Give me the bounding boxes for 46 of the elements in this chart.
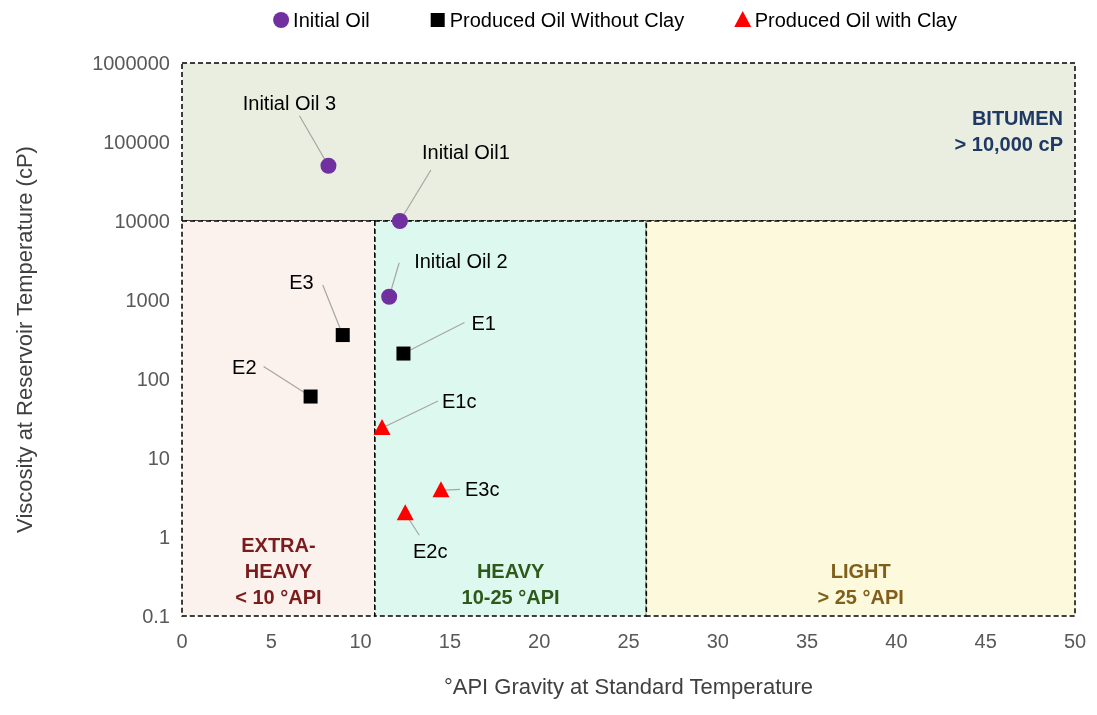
x-tick-label: 15: [438, 630, 462, 652]
point: [373, 418, 391, 435]
band-label: BITUMEN > 10,000 cP: [954, 107, 1063, 155]
point: [391, 213, 408, 229]
x-axis-title: °API Gravity at Standard Temperature: [443, 674, 814, 699]
band-label: HEAVY 10-25 °API: [461, 560, 560, 608]
y-tick-label: 10: [147, 447, 170, 469]
x-tick-label: 40: [885, 630, 908, 652]
point: [320, 157, 337, 174]
point: [303, 389, 318, 404]
point: [335, 328, 350, 343]
band-label: EXTRA- HEAVY < 10 °API: [235, 534, 322, 608]
y-axis-title: Viscosity at Reservoir Temperature (cP): [12, 146, 37, 533]
annotation: E3: [289, 271, 314, 294]
annotation: E2c: [413, 540, 448, 563]
legend-label: Initial Oil: [293, 9, 370, 31]
x-tick-label: 30: [706, 630, 729, 652]
y-tick-label: 0.1: [142, 605, 170, 627]
annotation: Initial Oil 3: [242, 91, 337, 114]
y-tick-label: 1000: [125, 289, 170, 311]
annotation: E2: [232, 355, 257, 378]
y-tick-label: 100: [136, 368, 170, 390]
x-tick-label: 50: [1063, 630, 1087, 652]
annotation: E3c: [464, 478, 500, 501]
annotation: E1: [471, 311, 496, 334]
annotation: Initial Oil1: [421, 141, 510, 163]
point: [381, 288, 398, 305]
x-tick-label: 25: [617, 630, 640, 652]
annotation: Initial Oil 2: [414, 249, 508, 272]
x-tick-label: 0: [176, 630, 188, 652]
legend-label: Produced Oil with Clay: [754, 9, 958, 31]
point: [432, 481, 450, 498]
x-tick-label: 20: [528, 630, 551, 652]
x-tick-label: 5: [265, 630, 277, 652]
y-tick-label: 100000: [103, 131, 170, 153]
band-label: LIGHT > 25 °API: [817, 560, 904, 608]
point: [396, 504, 414, 521]
x-tick-label: 10: [349, 630, 372, 652]
annotation: E1c: [442, 389, 477, 412]
x-tick-label: 35: [795, 630, 819, 652]
y-tick-label: 1000000: [92, 52, 170, 74]
y-tick-label: 1: [158, 526, 170, 548]
x-tick-label: 45: [974, 630, 997, 652]
point: [396, 346, 411, 361]
y-tick-label: 10000: [114, 210, 170, 232]
legend-label: Produced Oil Without Clay: [449, 9, 685, 31]
